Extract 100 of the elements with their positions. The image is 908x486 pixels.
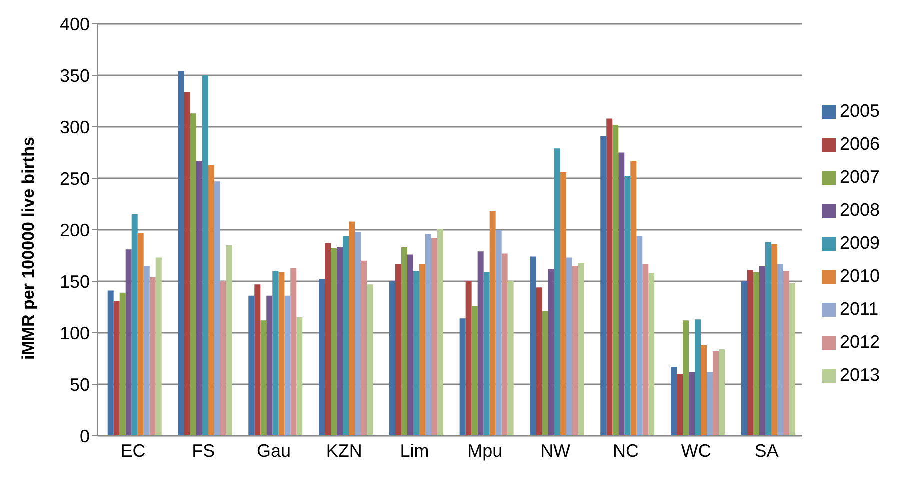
y-tick-label: 300	[60, 117, 90, 138]
y-tick-label: 50	[70, 374, 90, 395]
x-tick-label: KZN	[326, 440, 362, 461]
bar	[719, 349, 726, 436]
legend-label: 2013	[840, 364, 880, 384]
bar	[636, 236, 643, 436]
bar	[689, 372, 696, 436]
bar	[407, 254, 414, 436]
bar	[642, 264, 649, 436]
bar	[254, 284, 261, 436]
bar	[349, 222, 356, 436]
bar	[630, 160, 637, 436]
bar	[425, 234, 432, 436]
bar	[460, 318, 466, 436]
bar	[325, 243, 332, 436]
bar	[220, 282, 226, 436]
bar	[178, 71, 184, 436]
bar	[618, 152, 625, 436]
bar	[296, 318, 303, 436]
bar	[624, 176, 631, 436]
bar	[747, 270, 754, 436]
y-tick-label: 100	[60, 323, 90, 344]
x-tick-label: Gau	[256, 440, 292, 461]
x-tick-label: Mpu	[468, 440, 503, 461]
bar	[671, 366, 678, 436]
bar	[248, 296, 255, 436]
y-tick-label: 400	[60, 14, 90, 34]
bar	[132, 214, 138, 436]
bar	[741, 282, 748, 436]
legend-label: 2007	[840, 166, 880, 186]
bar	[202, 76, 208, 436]
y-tick-label: 0	[80, 426, 90, 446]
bar	[331, 248, 338, 436]
bar	[138, 233, 144, 436]
bar	[319, 279, 326, 436]
bar	[389, 282, 396, 436]
bar	[548, 269, 554, 436]
bar	[789, 284, 796, 436]
bar	[437, 228, 444, 436]
bar	[777, 264, 784, 436]
bar	[190, 114, 196, 436]
x-tick-label: FS	[192, 440, 216, 461]
bar	[361, 260, 368, 436]
x-tick-label: EC	[120, 440, 146, 461]
bar	[713, 352, 720, 436]
bar	[337, 248, 344, 436]
bar	[759, 266, 766, 436]
x-tick-label: SA	[754, 440, 779, 461]
bar	[156, 258, 162, 436]
bar	[472, 306, 478, 436]
bar	[126, 250, 132, 436]
bar	[196, 160, 202, 436]
bar	[184, 92, 190, 436]
x-tick-label: WC	[681, 440, 712, 461]
bar	[695, 320, 702, 436]
bar	[600, 136, 607, 436]
y-tick-label: 250	[60, 168, 90, 189]
bar	[266, 296, 273, 436]
bar	[566, 258, 572, 436]
y-tick-label: 200	[60, 220, 90, 240]
bar	[144, 266, 150, 436]
bar	[120, 292, 126, 436]
bar	[496, 230, 502, 436]
legend-label: 2010	[840, 266, 880, 286]
bar	[150, 277, 156, 436]
bar	[612, 124, 619, 436]
bar	[771, 244, 778, 436]
bar	[284, 296, 291, 436]
legend-label: 2008	[840, 200, 880, 220]
bar	[530, 256, 536, 436]
bar	[208, 165, 214, 436]
bar	[114, 301, 120, 436]
y-tick-label: 150	[60, 272, 90, 292]
bar	[355, 232, 362, 436]
bar	[783, 271, 790, 436]
bar	[490, 211, 496, 436]
bar	[536, 288, 542, 436]
bar	[431, 238, 438, 436]
bar	[419, 264, 426, 436]
bar	[226, 245, 232, 436]
bar	[554, 148, 560, 436]
bar	[701, 345, 708, 436]
bar	[466, 282, 472, 436]
bar	[478, 252, 484, 436]
bar	[648, 273, 655, 436]
bar	[484, 272, 490, 436]
bar	[343, 236, 350, 436]
y-axis-title: iMMR per 100000 live births	[19, 137, 38, 360]
bar	[542, 311, 548, 436]
bar	[753, 272, 760, 436]
x-tick-label: NW	[540, 440, 571, 461]
legend-label: 2005	[840, 100, 880, 120]
bar	[683, 320, 690, 436]
bar	[272, 271, 279, 436]
legend-label: 2011	[840, 298, 879, 318]
bar	[508, 282, 514, 436]
legend-label: 2012	[840, 332, 880, 352]
bar	[707, 372, 714, 436]
bar	[290, 268, 297, 436]
x-tick-label: NC	[612, 440, 639, 461]
